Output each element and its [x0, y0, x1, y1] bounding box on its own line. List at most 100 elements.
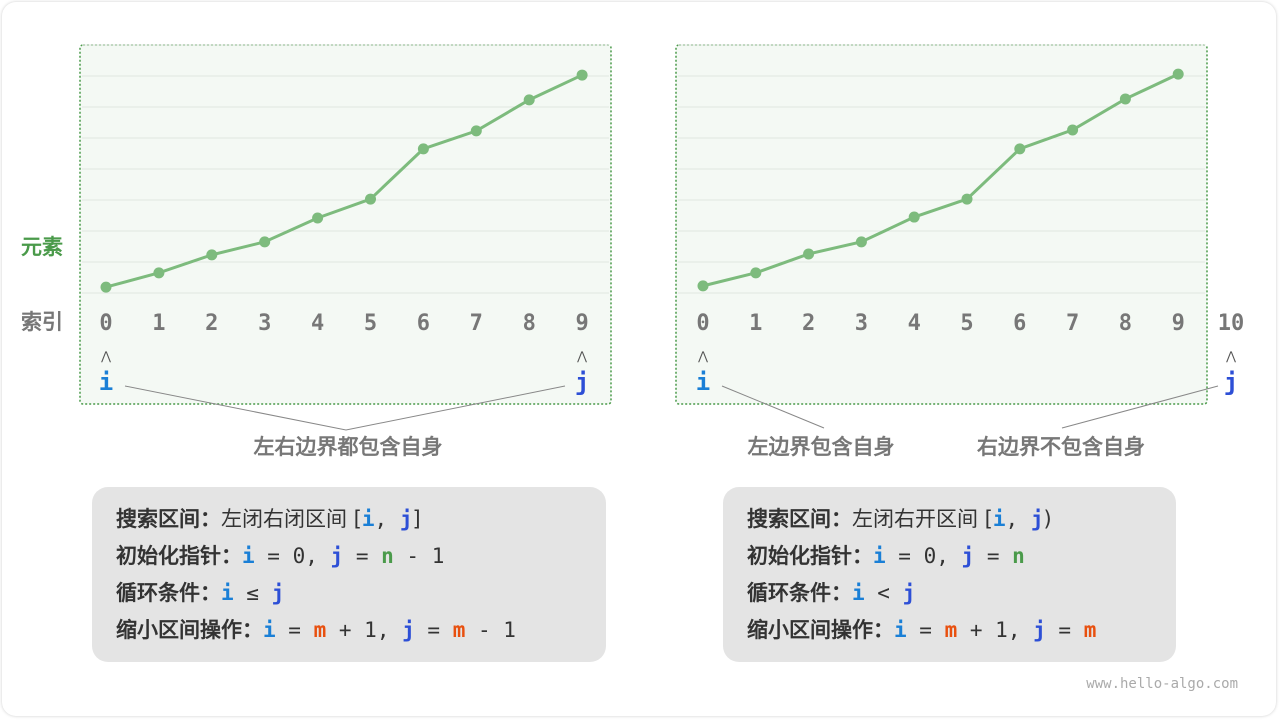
index-label: 10 [1218, 311, 1245, 336]
data-point [697, 280, 709, 292]
var-j: j [1033, 618, 1046, 642]
text: = 0, [885, 544, 962, 568]
text: ) [1043, 507, 1052, 531]
text: , [1005, 507, 1031, 531]
caption-left-boundary: 左边界包含自身 [748, 435, 895, 459]
index-label: 8 [1119, 311, 1132, 336]
data-line [702, 72, 1179, 288]
data-point [312, 212, 324, 224]
var-n: n [381, 544, 394, 568]
text: = [1045, 618, 1084, 642]
index-label: 6 [1013, 311, 1026, 336]
text: - 1 [465, 618, 516, 642]
data-point [961, 193, 973, 205]
data-point [576, 69, 588, 81]
index-label: 3 [258, 311, 271, 336]
pointer-arrow-icon: ⋀ [1225, 349, 1236, 363]
pointer-arrow-icon: ⋀ [100, 349, 111, 363]
data-point [470, 125, 482, 137]
index-label: 4 [311, 311, 324, 336]
var-m: m [944, 618, 958, 642]
index-label: 0 [696, 311, 709, 336]
search-interval-line: 搜索区间：左闭右闭区间 [i, j] [116, 501, 606, 538]
text: = [906, 618, 945, 642]
index-label: 6 [417, 311, 430, 336]
var-m: m [1083, 618, 1097, 642]
data-point [153, 267, 165, 279]
shrink-line: 缩小区间操作：i = m + 1, j = m [747, 612, 1176, 649]
index-label: 5 [364, 311, 377, 336]
text: 左闭右开区间 [ [852, 507, 993, 531]
caption-right-boundary: 右边界不包含自身 [977, 435, 1145, 459]
data-point [365, 193, 376, 205]
pointer-arrow-icon: ⋀ [576, 349, 587, 363]
var-i: i [992, 507, 1006, 531]
var-j: j [902, 581, 916, 605]
data-point [1014, 143, 1026, 155]
index-label: 0 [99, 311, 112, 336]
var-n: n [1012, 544, 1025, 568]
index-label: 7 [470, 311, 483, 336]
data-point [803, 248, 815, 260]
loop-line: 循环条件：i ≤ j [116, 575, 606, 612]
index-label: 2 [802, 311, 815, 336]
data-point [206, 249, 218, 261]
var-j: j [1030, 507, 1044, 531]
label: 搜索区间： [116, 507, 221, 531]
pointer-i: i [696, 368, 710, 396]
label: 循环条件： [116, 581, 221, 605]
index-label: 9 [575, 311, 588, 336]
var-m: m [313, 618, 327, 642]
pointer-j: j [1224, 368, 1238, 396]
text: = [974, 544, 1013, 568]
text: ≤ [233, 581, 272, 605]
var-i: i [221, 581, 234, 605]
text: + 1, [326, 618, 403, 642]
data-point [750, 267, 762, 279]
init-line: 初始化指针：i = 0, j = n - 1 [116, 538, 606, 575]
index-row-label: 索引 [21, 310, 63, 334]
label: 缩小区间操作： [747, 618, 894, 642]
data-point [908, 211, 920, 223]
data-point [417, 143, 429, 155]
var-j: j [271, 581, 285, 605]
var-i: i [894, 618, 907, 642]
shrink-line: 缩小区间操作：i = m + 1, j = m - 1 [116, 612, 606, 649]
index-label: 2 [205, 311, 218, 336]
var-m: m [452, 618, 466, 642]
data-point [855, 236, 867, 248]
right-info-box: 搜索区间：左闭右开区间 [i, j) 初始化指针：i = 0, j = n 循环… [723, 487, 1176, 662]
var-i: i [263, 618, 276, 642]
var-j: j [399, 507, 413, 531]
var-i: i [873, 544, 886, 568]
data-line [105, 73, 583, 289]
index-label: 7 [1066, 311, 1079, 336]
text: = [343, 544, 382, 568]
index-label: 9 [1172, 311, 1185, 336]
pointer-j: j [575, 368, 589, 396]
var-i: i [242, 544, 255, 568]
index-label: 5 [960, 311, 973, 336]
data-point [259, 236, 271, 248]
text: 左闭右闭区间 [ [221, 507, 362, 531]
index-label: 4 [908, 311, 921, 336]
label: 循环条件： [747, 581, 852, 605]
caption: 左右边界都包含自身 [254, 435, 443, 459]
pointer-i: i [99, 368, 113, 396]
leader-line [124, 385, 566, 431]
data-point [1119, 93, 1131, 105]
label: 搜索区间： [747, 507, 852, 531]
var-j: j [402, 618, 415, 642]
loop-line: 循环条件：i < j [747, 575, 1176, 612]
data-point [1067, 124, 1079, 136]
index-label: 8 [523, 311, 536, 336]
text: = [275, 618, 314, 642]
index-label: 1 [749, 311, 762, 336]
label: 初始化指针： [116, 544, 242, 568]
text: ] [412, 507, 421, 531]
index-label: 1 [152, 311, 165, 336]
text: - 1 [393, 544, 445, 568]
data-point [1172, 68, 1184, 80]
data-point [523, 94, 535, 106]
